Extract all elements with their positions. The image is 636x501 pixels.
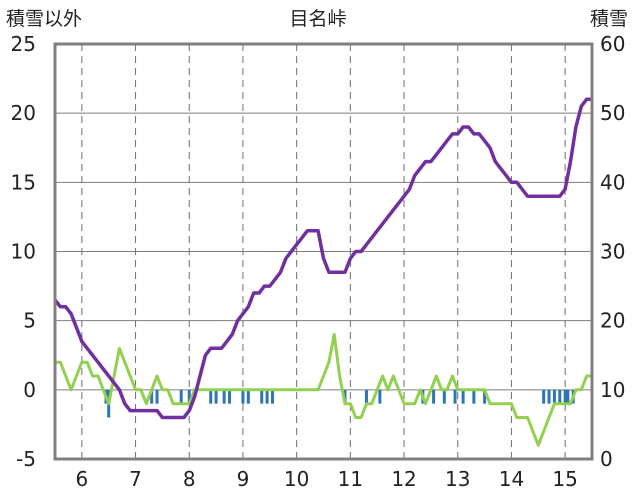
precip-bar [364,389,368,404]
precip-bar [453,389,457,404]
x-tick-label: 8 [183,467,196,491]
x-tick-label: 6 [75,467,88,491]
precip-bar [187,389,191,404]
precip-bar [547,389,551,404]
precip-bar [265,389,269,404]
precip-bar [260,389,264,404]
x-tick-label: 9 [237,467,250,491]
right-tick-label: 30 [600,240,625,264]
grid-layer [55,44,592,459]
precip-bar [558,389,562,404]
left-tick-label: 10 [11,240,36,264]
precip-bar [432,389,436,404]
x-tick-label: 15 [552,467,577,491]
plot-frame [53,42,594,461]
right-tick-label: 0 [600,447,613,471]
x-tick-label: 7 [129,467,142,491]
right-tick-label: 20 [600,309,625,333]
right-tick-label: 40 [600,170,625,194]
left-tick-label: -5 [16,447,36,471]
precip-bar [150,389,154,404]
left-tick-label: 25 [11,32,36,56]
left-tick-label: 15 [11,170,36,194]
precip-bar [209,389,213,404]
precip-bar [179,389,183,404]
plot-frame-layer [53,42,594,461]
precip-bar [155,389,159,404]
precip-bar [461,389,465,404]
precip-bar [442,389,446,404]
precip-bar [552,389,556,404]
precip-bar [378,389,382,404]
chart-title: 目名峠 [289,8,347,30]
precip-bar [542,389,546,404]
precip-bar [270,389,274,404]
precip-bar [566,389,570,404]
snow-depth-line [53,97,592,420]
precip-bar [222,389,226,404]
left-axis-label: 積雪以外 [6,8,83,30]
x-tick-label: 12 [391,467,416,491]
x-tick-label: 13 [445,467,470,491]
x-tick-label: 10 [284,467,309,491]
precip-bar [246,389,250,404]
line-layer [53,97,592,447]
right-tick-label: 10 [600,378,625,402]
axis-label-layer: -5 0 5 10 15 20 25 0 10 20 30 40 50 60 6 7 8 9 10 11 12 13 14 1… [11,32,626,491]
left-tick-label: 0 [23,378,36,402]
precip-bar [241,389,245,404]
precip-bar [563,389,567,404]
right-axis-label: 積雪 [589,8,628,30]
precip-bar [228,389,232,404]
precip-bar [472,389,476,404]
left-tick-label: 5 [23,309,36,333]
precip-bar [214,389,218,404]
right-tick-label: 60 [600,32,625,56]
precip-bar [483,389,487,404]
x-tick-label: 14 [499,467,524,491]
right-tick-label: 50 [600,101,625,125]
left-tick-label: 20 [11,101,36,125]
temperature-line [55,333,592,447]
x-tick-label: 11 [338,467,363,491]
